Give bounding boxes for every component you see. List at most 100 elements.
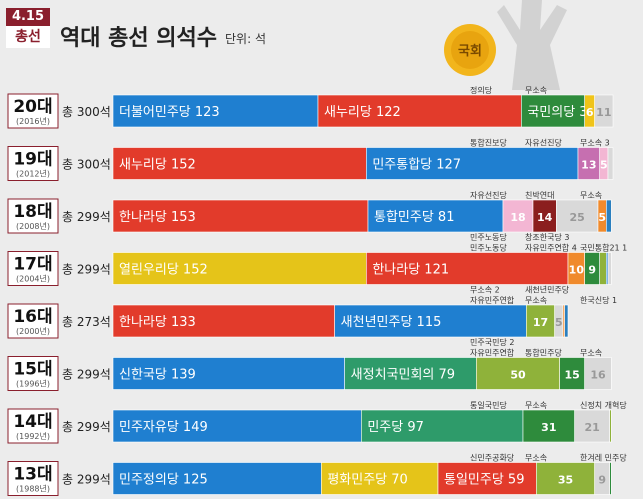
page-title: 역대 총선 의석수 — [60, 26, 217, 51]
year-label: (2016년) — [16, 116, 50, 126]
segment-label: 9 — [598, 474, 606, 487]
party-annotation: 민주노동당 — [470, 232, 507, 242]
segment-label: 15 — [565, 369, 580, 382]
segment-label: 통일민주당 59 — [444, 473, 524, 488]
party-annotation: 한국신당 1 — [580, 295, 617, 305]
party-annotation: 자유선진당 — [525, 138, 562, 148]
party-annotation: 한겨레 민주당 — [580, 453, 627, 463]
segment-label: 10 — [569, 264, 585, 277]
segment-label: 50 — [510, 369, 526, 382]
party-annotation: 무소속 2 — [470, 286, 500, 295]
bar-segment — [556, 199, 599, 233]
bar-segment — [112, 199, 369, 233]
bar-segment — [599, 252, 607, 285]
term-box — [7, 251, 59, 286]
party-annotation: 무소속 — [525, 454, 547, 463]
segment-label: 9 — [588, 264, 596, 277]
segment-label: 14 — [537, 211, 553, 224]
emblem-text: 국회 — [458, 43, 482, 59]
segment-label: 16 — [590, 369, 606, 382]
bar-segment — [584, 357, 612, 390]
party-annotation: 무소속 — [525, 86, 547, 95]
segment-label: 민주당 97 — [367, 420, 424, 435]
term-box — [7, 303, 59, 339]
bar-segment — [564, 304, 569, 338]
bar-segment — [521, 94, 585, 128]
term-box — [7, 93, 59, 129]
term-label: 16대 — [13, 307, 52, 327]
year-label: (1992년) — [16, 431, 50, 441]
segment-label: 17 — [533, 316, 548, 329]
term-label: 13대 — [13, 465, 52, 485]
total-label: 총 299석 — [62, 368, 111, 382]
segment-label: 신한국당 139 — [119, 368, 196, 383]
party-annotation: 정의당 — [470, 85, 493, 95]
term-box — [7, 461, 59, 496]
segment-label: 5 — [598, 211, 606, 224]
segment-label: 21 — [585, 421, 600, 434]
party-annotation: 무소속 — [580, 191, 602, 200]
party-annotation: 자유선진당 — [470, 190, 507, 200]
bar-segment — [609, 462, 612, 495]
bar-segment — [366, 147, 579, 180]
bar-segment — [536, 462, 595, 495]
bar-segment — [317, 94, 522, 128]
total-label: 총 299석 — [62, 210, 111, 224]
party-annotation: 통합민주당 — [525, 348, 562, 358]
bar-segment — [607, 147, 614, 180]
bar-segment — [526, 304, 555, 338]
bar-segment — [334, 304, 527, 338]
term-box — [7, 356, 59, 391]
term-box — [7, 408, 59, 444]
bar-segment — [344, 357, 477, 390]
segment-label: 한나라당 121 — [372, 263, 449, 278]
figure-silhouette — [497, 0, 567, 90]
segment-label: 25 — [570, 211, 585, 224]
party-annotation: 민주국민당 2 — [470, 337, 514, 347]
segment-label: 6 — [586, 106, 594, 119]
term-label: 20대 — [13, 97, 52, 117]
term-label: 18대 — [13, 202, 52, 222]
total-label: 총 299석 — [62, 420, 111, 434]
bar-segment — [607, 252, 612, 285]
party-annotation: 통합진보당 — [470, 138, 507, 148]
segment-label: 국민의당 38 — [527, 105, 596, 120]
segment-label: 통합민주당 81 — [374, 210, 454, 225]
year-label: (1996년) — [16, 379, 50, 389]
year-label: (2000년) — [16, 326, 50, 336]
bar-segment — [609, 409, 612, 443]
bar-segment — [112, 147, 367, 180]
term-label: 14대 — [13, 412, 52, 432]
term-label: 15대 — [13, 360, 52, 380]
bar-segment — [574, 409, 610, 443]
party-annotation: 무소속 — [525, 401, 547, 410]
bar-segment — [112, 252, 367, 285]
total-label: 총 299석 — [62, 473, 111, 487]
segment-label: 새정치국민회의 79 — [351, 368, 455, 383]
party-annotation: 신정치 개혁당 — [580, 400, 627, 410]
year-label: (2012년) — [16, 169, 50, 179]
segment-label: 한나라당 133 — [119, 315, 196, 330]
election-badge: 총선 — [6, 26, 50, 48]
term-box — [7, 146, 59, 181]
segment-label: 5 — [555, 316, 563, 329]
year-label: (2008년) — [16, 221, 50, 231]
party-annotation: 새천년민주당 — [525, 285, 570, 295]
party-annotation: 자유민주연합 — [470, 295, 515, 305]
segment-label: 민주정의당 125 — [119, 473, 208, 488]
bar-segment — [594, 94, 614, 128]
party-annotation: 신민주공화당 — [470, 453, 515, 463]
party-annotation: 통일국민당 — [470, 400, 507, 410]
date-badge: 4.15 — [6, 8, 50, 26]
party-annotation: 친박연대 — [525, 190, 554, 200]
segment-label: 한나라당 153 — [119, 210, 196, 225]
segment-label: 새누리당 122 — [324, 105, 401, 120]
bar-segment — [112, 409, 362, 443]
party-annotation: 민주노동당 — [470, 243, 507, 253]
year-label: (2004년) — [16, 274, 50, 284]
bar-segment — [112, 94, 319, 128]
year-label: (1988년) — [16, 484, 50, 494]
segment-label: 13 — [581, 159, 596, 172]
party-annotation: 창조한국당 3 — [525, 232, 569, 242]
